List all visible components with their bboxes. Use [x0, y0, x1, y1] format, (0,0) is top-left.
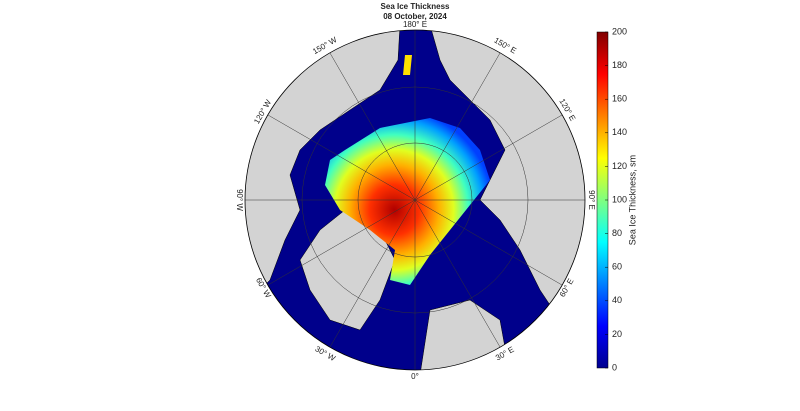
colorbar-tick-label: 120 — [612, 161, 627, 171]
colorbar-tick-label: 100 — [612, 194, 627, 204]
colorbar-tick-label: 40 — [612, 295, 622, 305]
colorbar-tick-label: 80 — [612, 228, 622, 238]
meridian-label: 0° — [411, 372, 419, 381]
map-disk — [245, 30, 585, 370]
colorbar-tick-label: 200 — [612, 26, 627, 36]
colorbar-tick-label: 20 — [612, 329, 622, 339]
map-border — [244, 29, 586, 371]
colorbar-ticks: 0 20 40 60 80 100 120 140 160 180 200 — [605, 26, 627, 372]
map-title: Sea Ice Thickness — [381, 2, 450, 11]
graticule — [245, 30, 585, 370]
colorbar-tick-label: 180 — [612, 60, 627, 70]
meridian-label: 90° E — [587, 190, 596, 210]
map-subtitle: 08 October, 2024 — [383, 12, 447, 21]
colorbar-tick-label: 160 — [612, 94, 627, 104]
ice-cover — [325, 118, 490, 285]
colorbar-tick-label: 140 — [612, 127, 627, 137]
colorbar-tick-label: 60 — [612, 262, 622, 272]
meridian-label: 180° E — [403, 20, 427, 29]
ice-patch — [403, 55, 412, 75]
colorbar-tick-label: 0 — [612, 362, 617, 372]
meridian-label: 90° W — [235, 189, 244, 211]
colorbar-label: Sea Ice Thickness, sm — [627, 155, 637, 245]
